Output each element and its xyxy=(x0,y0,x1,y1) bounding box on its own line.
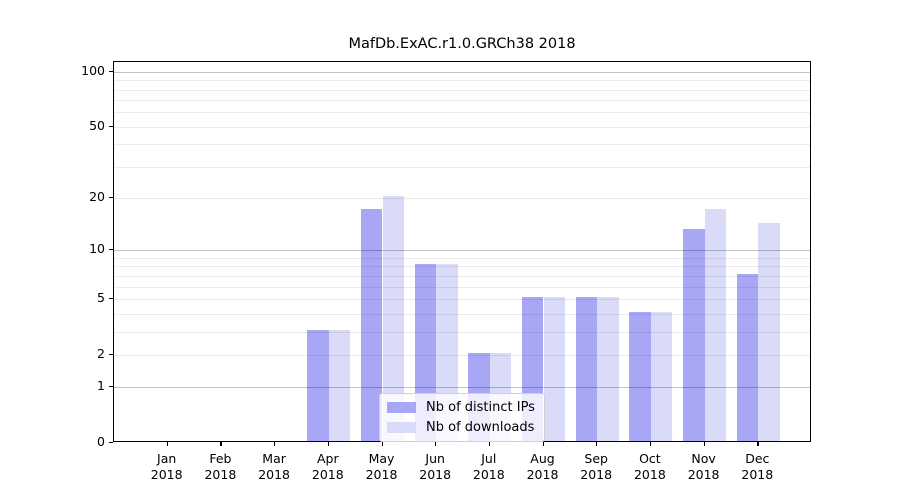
gridline-minor xyxy=(114,266,810,268)
y-tick-mark xyxy=(109,442,113,444)
x-tick-label-jan: Jan 2018 xyxy=(150,451,183,482)
bar-sep-downloads xyxy=(597,296,619,441)
x-tick-mark xyxy=(274,442,276,446)
bar-apr-downloads xyxy=(328,329,351,441)
x-tick-label-feb: Feb 2018 xyxy=(204,451,237,482)
y-tick-mark xyxy=(109,297,113,300)
plot-area: Nb of distinct IPs Nb of downloads xyxy=(113,61,811,442)
x-tick-mark xyxy=(381,442,383,446)
y-tick-mark xyxy=(109,353,113,355)
y-tick-label-50: 50 xyxy=(89,117,105,133)
x-tick-label-jul: Jul 2018 xyxy=(472,451,505,482)
x-tick-label-sep: Sep 2018 xyxy=(580,451,613,482)
legend-swatch-distinct-ips-icon xyxy=(387,402,416,413)
gridline-minor xyxy=(114,257,810,259)
legend-label-downloads: Nb of downloads xyxy=(426,420,535,435)
gridline-minor xyxy=(114,286,810,288)
y-tick-label-10: 10 xyxy=(89,241,105,257)
bar-oct-distinct-ips xyxy=(629,311,651,441)
x-tick-mark xyxy=(488,442,491,446)
gridline-minor xyxy=(114,126,810,128)
bar-may-distinct-ips xyxy=(360,208,383,441)
x-tick-label-nov: Nov 2018 xyxy=(687,451,720,482)
gridline-minor xyxy=(114,80,810,82)
x-tick-mark xyxy=(596,442,598,446)
x-tick-mark xyxy=(703,442,705,446)
x-tick-label-apr: Apr 2018 xyxy=(311,451,344,482)
gridline-minor xyxy=(114,198,810,200)
x-tick-mark xyxy=(327,442,330,446)
gridline-major xyxy=(114,387,810,389)
y-tick-mark xyxy=(109,125,113,127)
gridline-minor xyxy=(114,166,810,168)
y-tick-mark xyxy=(109,386,113,388)
bar-nov-downloads xyxy=(704,208,727,441)
gridline-major xyxy=(114,71,810,73)
x-tick-mark xyxy=(220,442,222,446)
x-tick-label-aug: Aug 2018 xyxy=(526,451,559,482)
x-tick-label-dec: Dec 2018 xyxy=(741,451,774,482)
chart-title: MafDb.ExAC.r1.0.GRCh38 2018 xyxy=(348,36,576,52)
gridline-minor xyxy=(114,298,810,300)
y-tick-label-2: 2 xyxy=(97,345,105,361)
gridline-minor xyxy=(114,275,810,277)
y-tick-mark xyxy=(109,197,113,199)
x-tick-label-jun: Jun 2018 xyxy=(419,451,452,482)
legend: Nb of distinct IPs Nb of downloads xyxy=(379,393,545,442)
gridline-minor xyxy=(114,100,810,102)
x-tick-mark xyxy=(542,442,544,446)
x-tick-label-may: May 2018 xyxy=(365,451,398,482)
y-tick-mark xyxy=(109,249,113,251)
y-tick-label-0: 0 xyxy=(97,434,105,449)
x-tick-label-mar: Mar 2018 xyxy=(258,451,290,482)
gridline-minor xyxy=(114,89,810,91)
y-tick-mark xyxy=(109,70,113,72)
gridline-major xyxy=(114,250,810,252)
y-tick-label-20: 20 xyxy=(89,189,105,205)
legend-swatch-downloads-icon xyxy=(387,422,416,433)
bar-sep-distinct-ips xyxy=(575,296,598,441)
y-tick-label-100: 100 xyxy=(81,62,105,78)
gridline-minor xyxy=(114,144,810,146)
gridline-minor xyxy=(114,313,810,315)
gridline-minor xyxy=(114,354,810,356)
gridline-minor xyxy=(114,112,810,114)
x-tick-label-oct: Oct 2018 xyxy=(633,451,666,482)
legend-item-downloads: Nb of downloads xyxy=(387,420,535,435)
bar-oct-downloads xyxy=(650,311,673,441)
bar-dec-downloads xyxy=(758,223,780,441)
legend-label-distinct-ips: Nb of distinct IPs xyxy=(426,400,535,415)
x-tick-mark xyxy=(166,442,168,446)
y-tick-label-1: 1 xyxy=(97,378,105,394)
bar-aug-downloads xyxy=(543,296,566,441)
x-tick-mark xyxy=(435,442,437,446)
x-tick-mark xyxy=(649,442,652,446)
y-tick-label-5: 5 xyxy=(97,289,105,305)
bar-dec-distinct-ips xyxy=(736,273,759,441)
bar-apr-distinct-ips xyxy=(307,329,329,441)
bar-nov-distinct-ips xyxy=(683,228,705,441)
gridline-minor xyxy=(114,331,810,333)
x-tick-mark xyxy=(757,442,759,446)
bar-may-downloads xyxy=(382,196,405,441)
legend-item-distinct-ips: Nb of distinct IPs xyxy=(387,400,535,415)
